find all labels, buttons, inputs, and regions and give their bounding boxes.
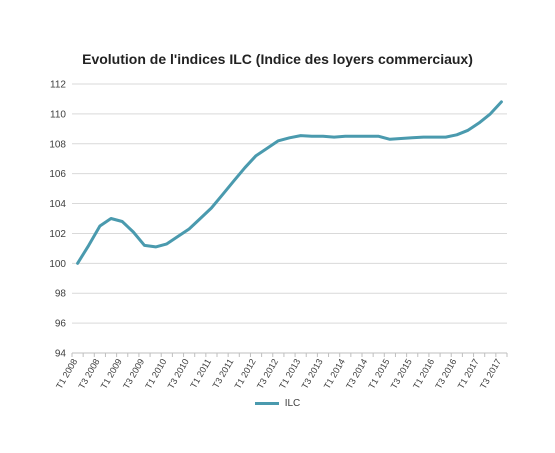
legend-label-ilc: ILC [284, 398, 301, 409]
y-tick-label: 112 [50, 80, 66, 91]
x-tick-label: T3 2017 [478, 357, 503, 391]
legend: ILC [0, 398, 555, 409]
y-tick-label: 110 [50, 109, 66, 120]
y-tick-label: 98 [55, 289, 67, 300]
legend-swatch-ilc [254, 402, 279, 405]
y-tick-label: 106 [49, 169, 66, 180]
series-layer [76, 100, 503, 265]
axes [71, 352, 508, 357]
gridlines [72, 83, 507, 324]
series-line-ilc [76, 100, 503, 265]
x-tick-label: T3 2010 [166, 357, 191, 391]
x-tick-label: T1 2011 [188, 357, 213, 390]
y-tick-label: 102 [49, 229, 66, 240]
y-tick-label: 94 [55, 349, 67, 360]
chart-title: Evolution de l'indices ILC (Indice des l… [82, 51, 473, 67]
x-tick-label: T3 2011 [211, 357, 236, 390]
y-tick-label: 96 [55, 319, 67, 330]
y-tick-label: 104 [49, 199, 66, 210]
y-tick-label: 100 [49, 259, 66, 270]
y-tick-label: 108 [49, 139, 66, 150]
y-tick-labels: 94 96 98 100 102 104 106 108 110 112 [49, 80, 66, 360]
